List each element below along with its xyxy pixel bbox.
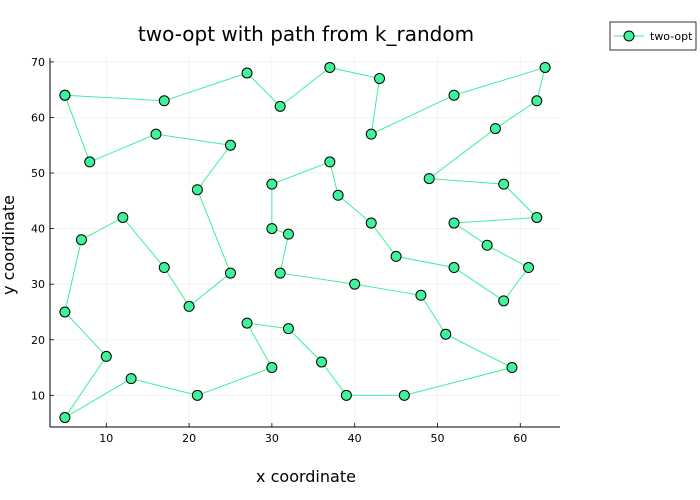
y-tick-label: 30 <box>31 278 45 291</box>
data-point <box>448 262 460 274</box>
data-point <box>59 89 71 101</box>
data-point <box>365 128 377 140</box>
data-point <box>183 300 195 312</box>
grid-lines <box>50 58 560 427</box>
data-point <box>423 173 435 185</box>
data-point <box>84 156 96 168</box>
data-point <box>340 389 352 401</box>
data-point <box>158 262 170 274</box>
y-tick-label: 60 <box>31 111 45 124</box>
data-point <box>191 389 203 401</box>
data-point <box>324 156 336 168</box>
data-point <box>125 373 137 385</box>
data-point <box>448 217 460 229</box>
data-point <box>100 350 112 362</box>
data-point <box>398 389 410 401</box>
data-point <box>316 356 328 368</box>
data-point <box>224 267 236 279</box>
y-tick-label: 50 <box>31 167 45 180</box>
x-tick-label: 30 <box>265 432 279 445</box>
y-tick-label: 20 <box>31 334 45 347</box>
y-tick-label: 10 <box>31 389 45 402</box>
data-point <box>266 223 278 235</box>
x-tick-label: 20 <box>182 432 196 445</box>
data-point <box>531 211 543 223</box>
chart-title: two-opt with path from k_random <box>138 22 474 46</box>
data-point <box>374 73 386 85</box>
data-point <box>332 189 344 201</box>
data-point <box>349 278 361 290</box>
legend-entry-label: two-opt <box>650 30 693 43</box>
data-point <box>59 306 71 318</box>
data-point <box>415 289 427 301</box>
data-point <box>440 328 452 340</box>
x-tick-label: 50 <box>430 432 444 445</box>
data-point <box>158 95 170 107</box>
data-point <box>274 267 286 279</box>
data-point <box>448 89 460 101</box>
x-axis-label: x coordinate <box>256 467 356 486</box>
data-point <box>241 317 253 329</box>
data-point <box>241 67 253 79</box>
data-point <box>390 250 402 262</box>
y-tick-label: 70 <box>31 56 45 69</box>
data-point <box>266 178 278 190</box>
data-point <box>191 184 203 196</box>
y-tick-label: 40 <box>31 223 45 236</box>
data-point <box>282 228 294 240</box>
data-point <box>266 362 278 374</box>
series-line <box>64 66 546 418</box>
data-point <box>75 234 87 246</box>
data-point <box>498 178 510 190</box>
x-tick-label: 40 <box>348 432 362 445</box>
data-point <box>150 128 162 140</box>
data-point <box>324 61 336 73</box>
legend-marker-sample <box>623 30 635 42</box>
data-point <box>365 217 377 229</box>
data-point <box>282 323 294 335</box>
data-point <box>539 61 551 73</box>
series-layer <box>59 61 551 424</box>
data-point <box>506 362 518 374</box>
legend: two-opt <box>609 21 697 51</box>
data-point <box>498 295 510 307</box>
tick-labels: 10 20 30 40 50 60 10 20 30 40 50 60 70 <box>31 56 527 445</box>
x-tick-label: 60 <box>513 432 527 445</box>
data-point <box>481 239 493 251</box>
data-point <box>489 123 501 135</box>
data-point <box>274 100 286 112</box>
axes <box>49 58 560 428</box>
data-point <box>224 139 236 151</box>
data-point <box>117 211 129 223</box>
data-point <box>59 412 71 424</box>
x-tick-label: 10 <box>99 432 113 445</box>
data-point <box>523 262 535 274</box>
data-point <box>531 95 543 107</box>
y-axis-label: y coordinate <box>0 195 18 295</box>
